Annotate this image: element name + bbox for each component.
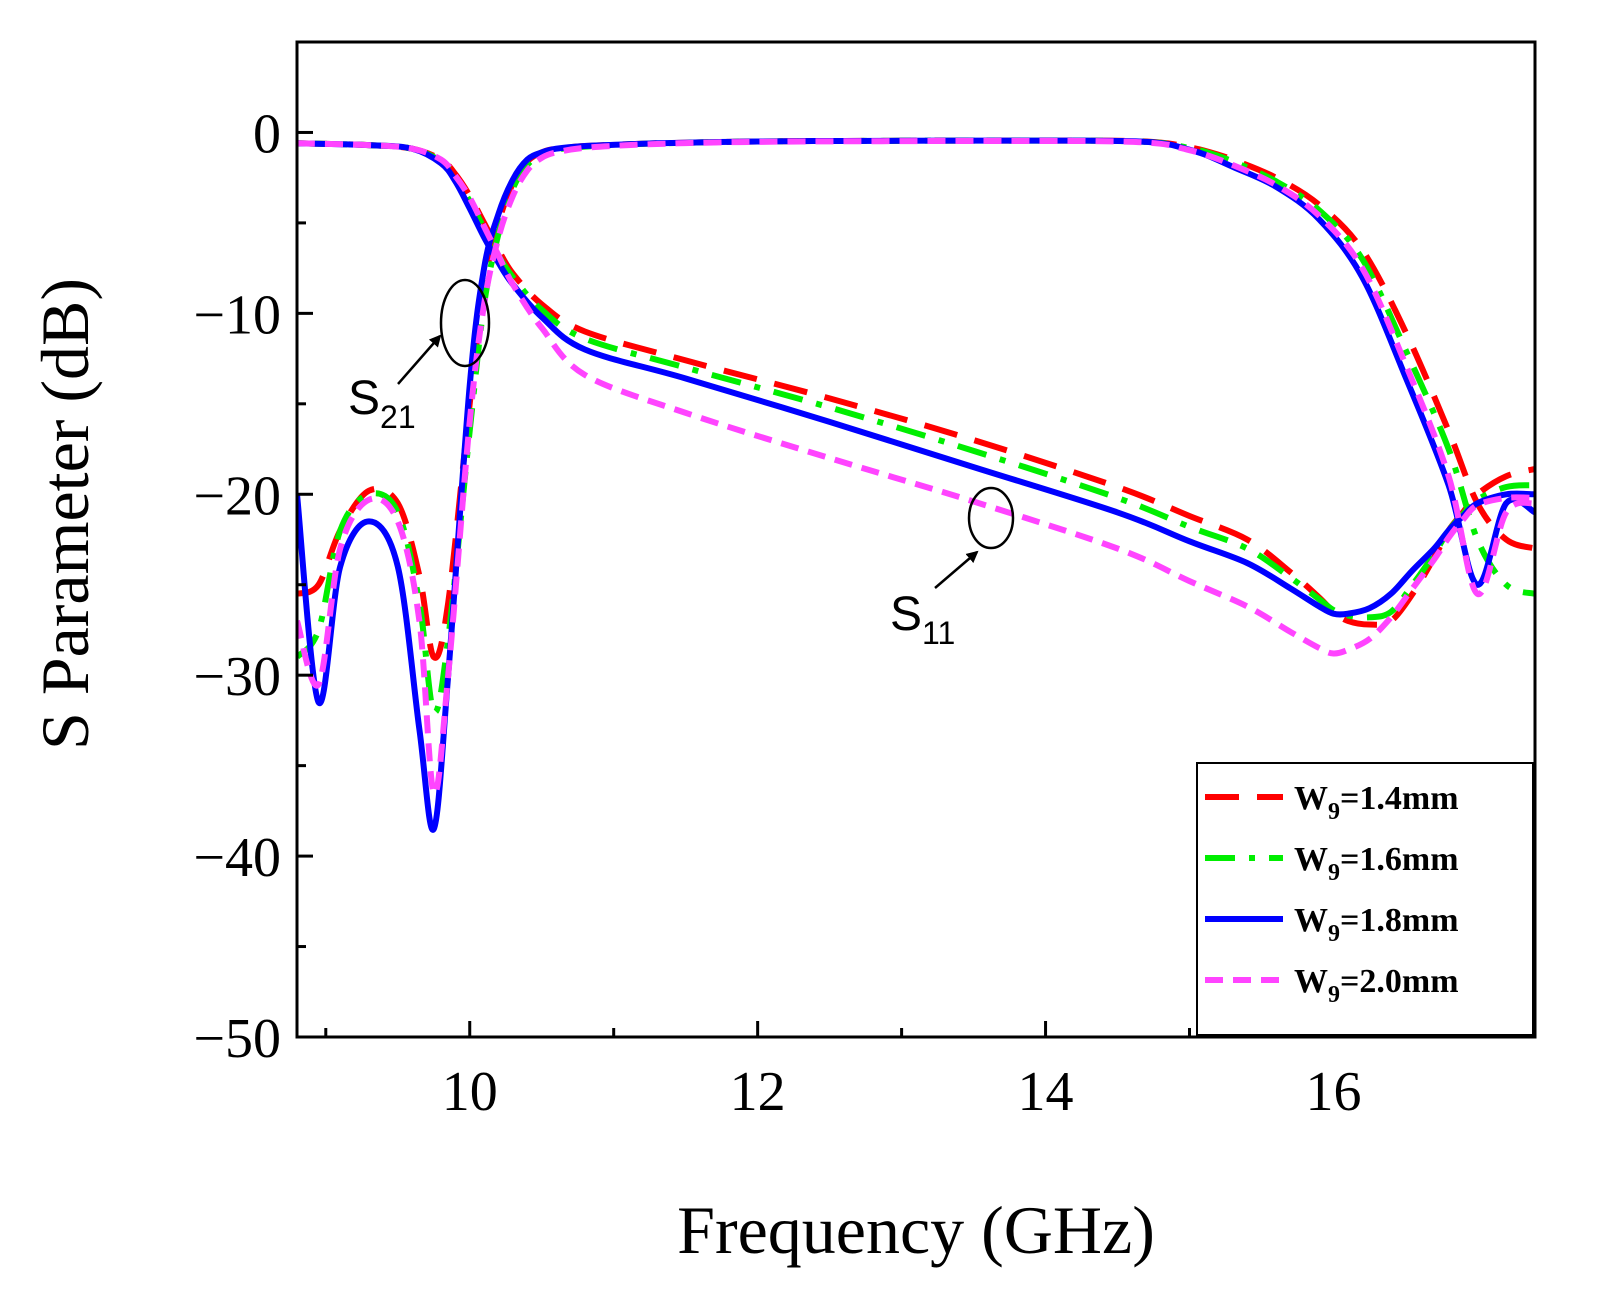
legend-label-main: W [1294, 963, 1328, 1000]
axis-ticks: 10 12 14 16 0 −10 −20 −30 −40 −50 [193, 40, 1479, 1123]
x-tick-label: 14 [1018, 1061, 1074, 1123]
legend-box [1196, 762, 1534, 1036]
annotation-s21-main: S [348, 372, 380, 425]
series-layer [297, 137, 1535, 833]
series-line-s21-3 [297, 140, 1535, 618]
legend-label-main: W [1294, 841, 1328, 878]
annotation-s21: S21 [348, 278, 491, 435]
x-tick-label: 10 [442, 1061, 498, 1123]
y-tick-label: 0 [253, 103, 281, 165]
annotation-s11-arrow [934, 550, 979, 589]
annotation-s11: S11 [890, 486, 1015, 651]
plot-frame [295, 40, 1537, 1039]
y-tick-label: −50 [193, 1008, 281, 1070]
annotation-s11-main: S [890, 588, 922, 641]
series-line-s21-4 [297, 140, 1535, 657]
legend-label-sub: 9 [1328, 799, 1340, 825]
legend-label-rest: =1.6mm [1340, 841, 1459, 878]
y-tick-label: −40 [193, 827, 281, 889]
annotation-s21-arrow [397, 334, 442, 385]
legend-label-main: W [1294, 902, 1328, 939]
series-line-s11-2 [297, 137, 1535, 716]
y-tick-label: −10 [193, 284, 281, 346]
x-tick-label: 12 [730, 1061, 786, 1123]
annotation-s21-label: S21 [348, 372, 416, 435]
legend-label-3: W9=1.8mm [1294, 902, 1459, 947]
legend-label-rest: =2.0mm [1340, 963, 1459, 1000]
series-line-s11-4 [297, 137, 1535, 797]
x-axis-title: Frequency (GHz) [677, 1192, 1155, 1268]
legend-label-rest: =1.8mm [1340, 902, 1459, 939]
annotation-s11-ellipse [967, 486, 1015, 550]
legend-label-1: W9=1.4mm [1294, 780, 1459, 825]
annotation-s11-sub: 11 [922, 615, 955, 651]
x-tick-label: 16 [1305, 1061, 1361, 1123]
y-tick-label: −30 [193, 646, 281, 708]
y-tick-label: −20 [193, 465, 281, 527]
legend-label-sub: 9 [1328, 982, 1340, 1008]
legend-label-main: W [1294, 780, 1328, 817]
legend-label-sub: 9 [1328, 860, 1340, 886]
annotation-s21-sub: 21 [380, 399, 416, 435]
legend-label-rest: =1.4mm [1340, 780, 1459, 817]
y-axis-title: S Parameter (dB) [27, 278, 103, 750]
legend-label-sub: 9 [1328, 921, 1340, 947]
legend-label-2: W9=1.6mm [1294, 841, 1459, 886]
annotation-s11-label: S11 [890, 588, 955, 651]
legend-label-4: W9=2.0mm [1294, 963, 1459, 1008]
series-line-s11-3 [297, 137, 1535, 833]
annotation-s21-ellipse [439, 278, 491, 368]
